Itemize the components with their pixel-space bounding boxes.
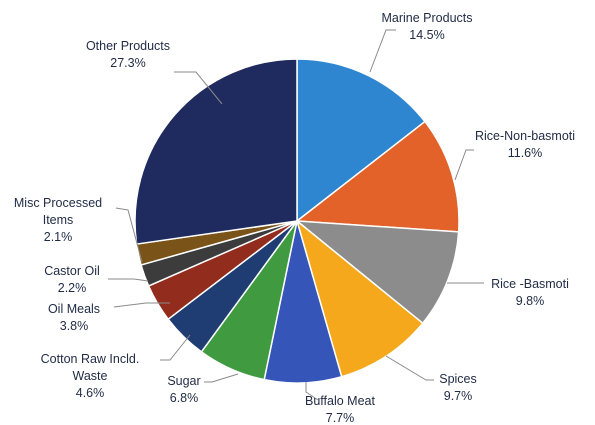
slice-label-buffalo-meat: Buffalo Meat 7.7%: [305, 394, 375, 425]
pie-slice-marine-products: [296, 58, 426, 223]
labels-layer: Marine Products 14.5% Rice-Non-basmoti 11.6…: [14, 11, 575, 425]
leader-line-other-products: [174, 71, 223, 105]
slice-label-rice-basmoti: Rice -Basmoti 9.8%: [491, 277, 569, 308]
slice-label-marine-products: Marine Products 14.5%: [381, 11, 472, 42]
pie-slice-rice-basmoti: [294, 220, 460, 325]
slice-label-cotton-raw-incld-waste: Cotton Raw Incld. Waste 4.6%: [41, 352, 140, 400]
leader-line-rice-non-basmoti: [454, 149, 474, 181]
leader-line-misc-processed-items: [115, 207, 143, 263]
pie-slice-rice-non-basmoti: [294, 120, 460, 233]
leader-line-cotton-raw-incld-waste: [160, 334, 191, 361]
leader-line-buffalo-meat: [305, 382, 319, 401]
slices-layer: [134, 58, 460, 384]
leader-line-sugar: [204, 373, 239, 383]
slice-label-spices: Spices 9.7%: [439, 372, 477, 403]
leader-line-castor-oil: [108, 278, 149, 282]
slice-label-sugar: Sugar 6.8%: [167, 374, 200, 405]
leader-line-marine-products: [369, 29, 396, 73]
leader-lines-layer: [108, 29, 484, 401]
slice-label-rice-non-basmoti: Rice-Non-basmoti 11.6%: [475, 129, 575, 160]
leader-line-oil-meals: [113, 302, 170, 308]
pie-slice-other-products: [134, 58, 298, 245]
slice-label-oil-meals: Oil Meals 3.8%: [48, 302, 100, 333]
slice-label-other-products: Other Products 27.3%: [86, 39, 170, 70]
slice-label-castor-oil: Castor Oil 2.2%: [44, 264, 100, 295]
leader-line-spices: [385, 355, 434, 381]
slice-label-misc-processed-items: Misc Processed Items 2.1%: [14, 196, 102, 244]
